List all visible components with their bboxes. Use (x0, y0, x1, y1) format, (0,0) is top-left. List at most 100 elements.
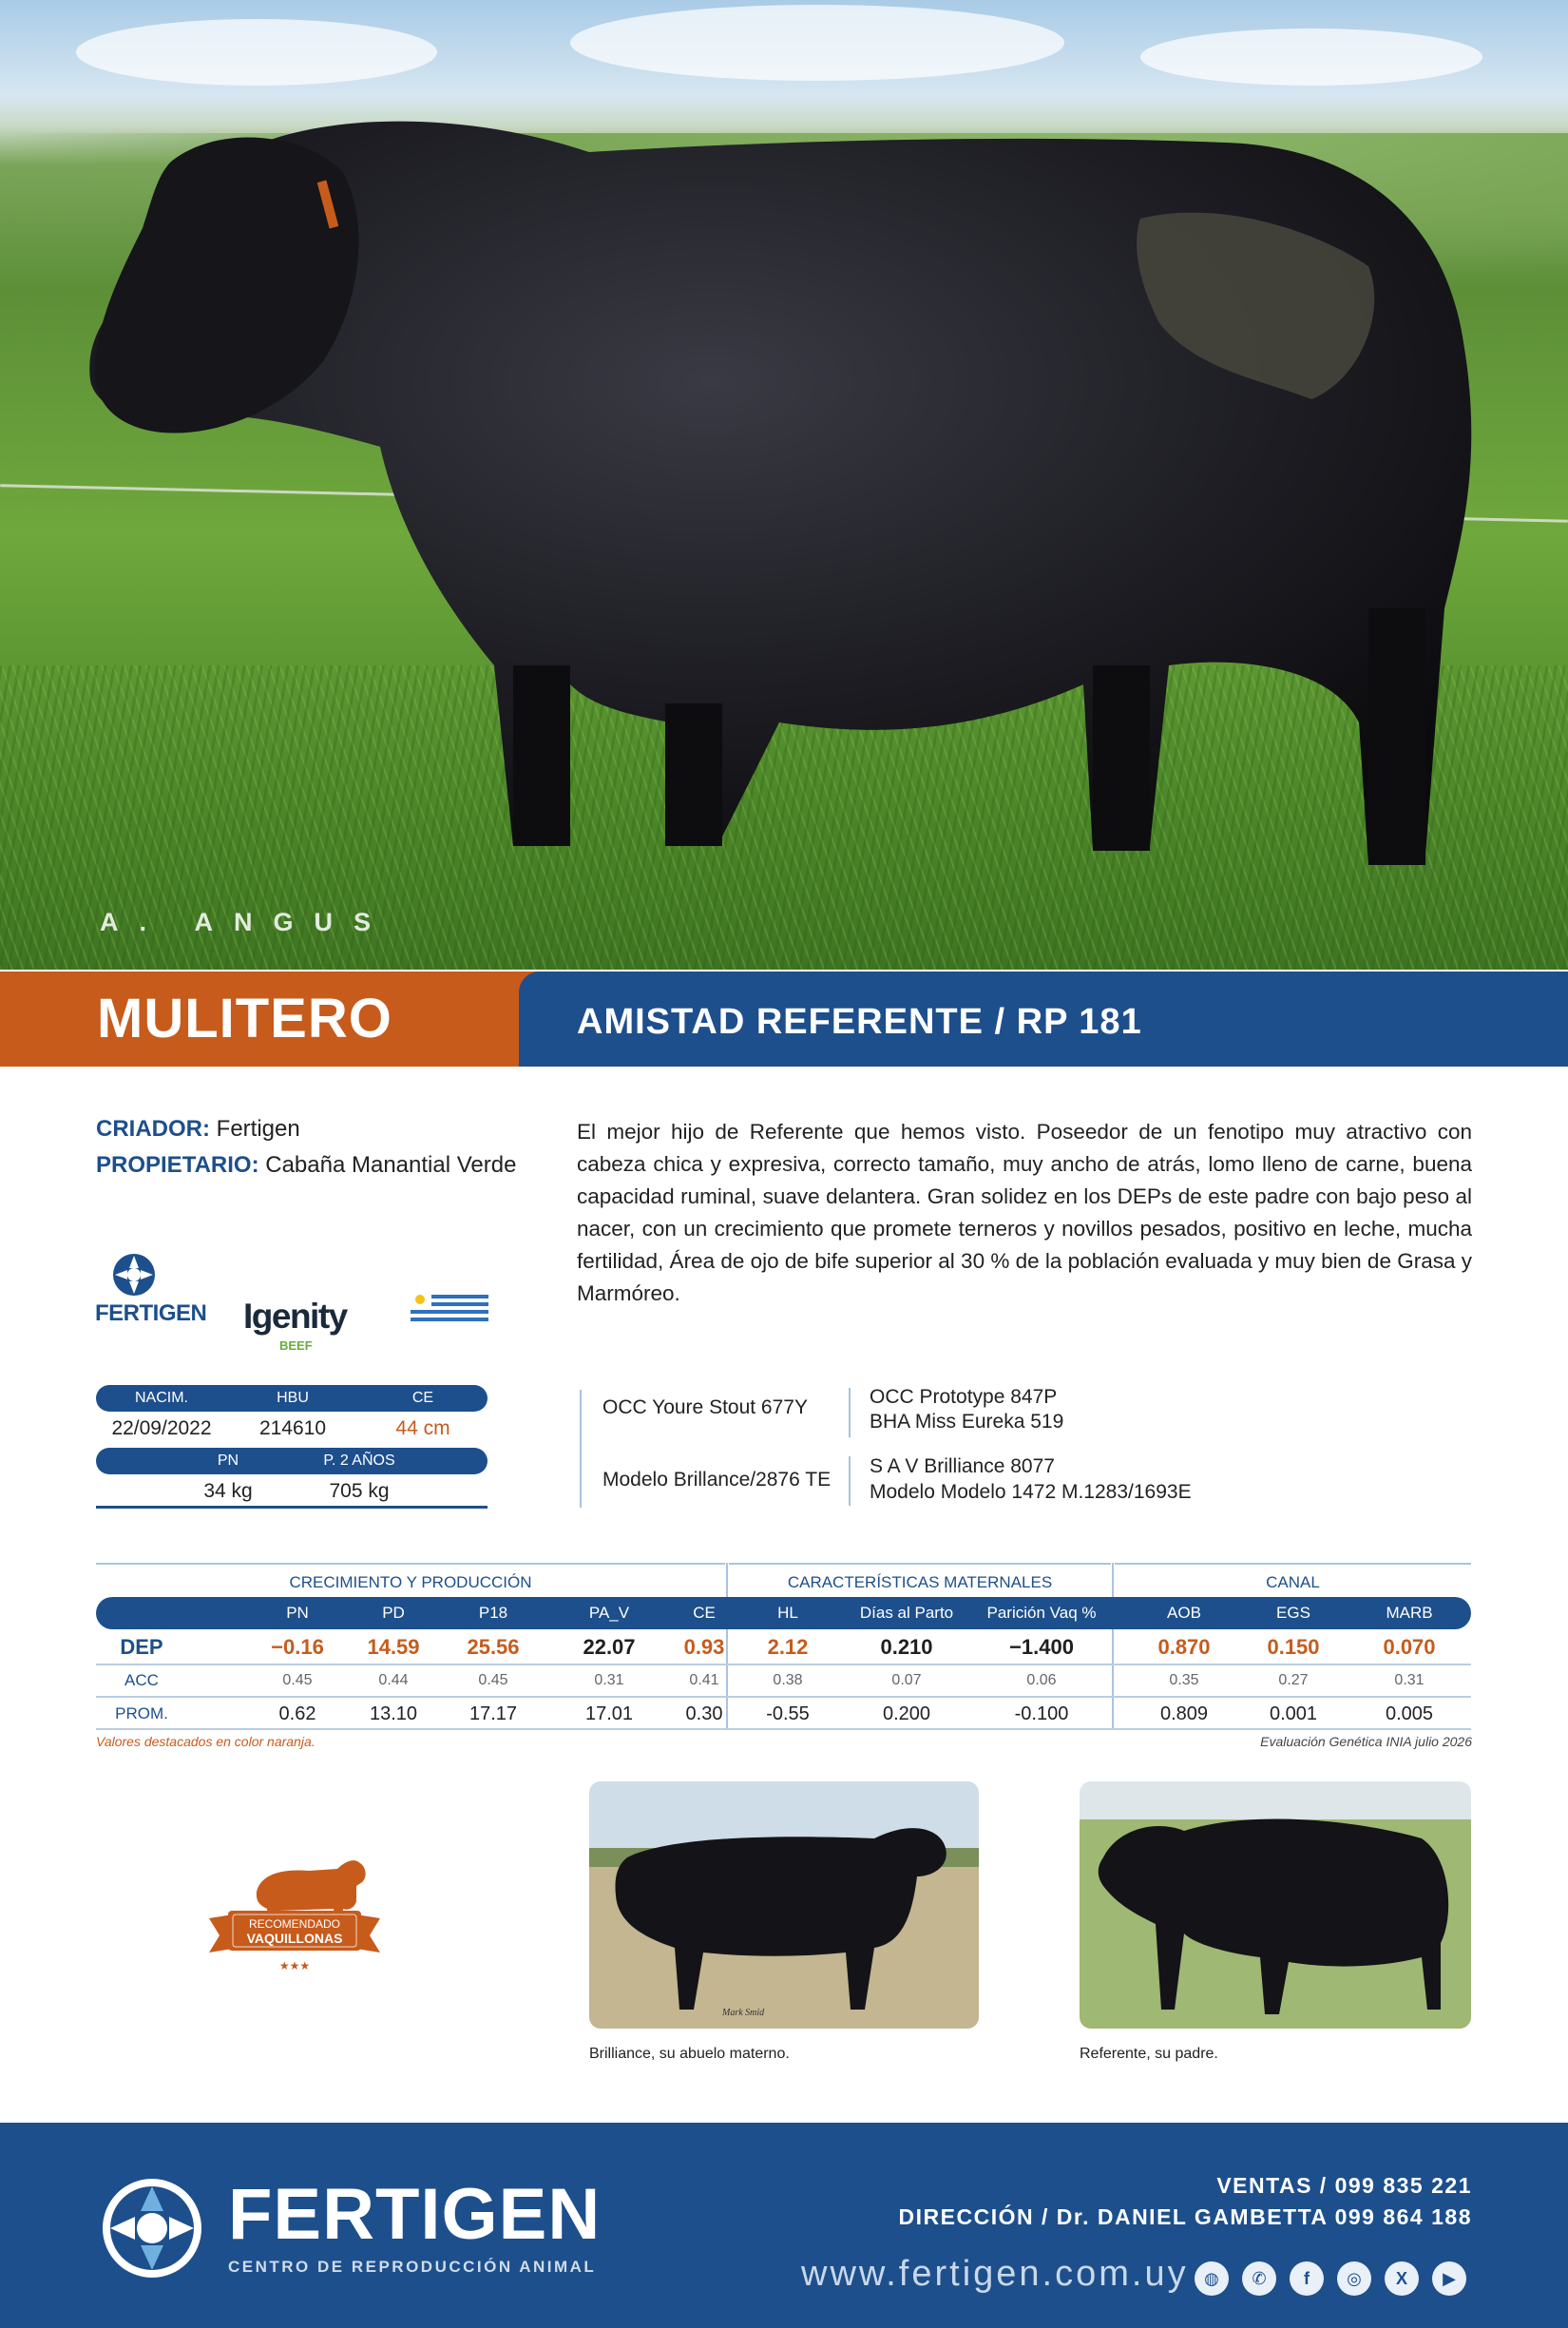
birth-data-header: NACIM. HBU CE (96, 1385, 488, 1412)
owner-value: Cabaña Manantial Verde (265, 1152, 517, 1178)
globe-icon[interactable]: ◍ (1195, 2261, 1229, 2296)
caption-brilliance: Brilliance, su abuelo materno. (589, 2046, 790, 2062)
epd-cell: −1.400 (1009, 1635, 1074, 1659)
igenity-logo-sub: BEEF (279, 1338, 313, 1353)
footer: FERTIGEN CENTRO DE REPRODUCCIÓN ANIMAL V… (0, 2123, 1568, 2328)
col-dias-parto: Días al Parto (859, 1604, 954, 1622)
epd-cell: 0.62 (278, 1703, 316, 1724)
direction-contact: DIRECCIÓN / Dr. DANIEL GAMBETTA 099 864 … (898, 2204, 1472, 2229)
weight-data-row: 34 kg 705 kg (96, 1476, 488, 1507)
group-line-carcass (1115, 1563, 1471, 1565)
header-pn: PN (217, 1453, 239, 1469)
x-icon[interactable]: X (1385, 2261, 1419, 2296)
value-p2: 705 kg (329, 1480, 390, 1502)
fertigen-wheel-icon (113, 1254, 155, 1296)
epd-cell: 17.17 (468, 1703, 518, 1724)
fertigen-logo: FERTIGEN (95, 1253, 207, 1331)
photo-brilliance: Mark Smid (589, 1781, 979, 2029)
epd-cell: 2.12 (767, 1635, 809, 1659)
col-pd: PD (382, 1604, 405, 1622)
footer-tagline: CENTRO DE REPRODUCCIÓN ANIMAL (228, 2258, 597, 2276)
highlight-note: Valores destacados en color naranja. (96, 1734, 316, 1749)
epd-cell: 0.200 (882, 1703, 931, 1724)
sales-contact: VENTAS / 099 835 221 (1216, 2173, 1472, 2198)
epd-cell: 0.070 (1383, 1635, 1436, 1659)
epd-cell: 0.27 (1278, 1672, 1309, 1688)
col-marb: MARB (1386, 1604, 1433, 1622)
col-aob: AOB (1167, 1604, 1201, 1622)
epd-cell: −0.16 (271, 1635, 324, 1659)
youtube-icon[interactable]: ▶ (1432, 2261, 1466, 2296)
epd-cell: 0.31 (594, 1672, 624, 1688)
mini-table-underline (96, 1506, 488, 1509)
epd-cell: 0.809 (1159, 1703, 1209, 1724)
pedigree-sire-sire: OCC Prototype 847P (870, 1386, 1058, 1408)
bull-illustration (89, 121, 1472, 866)
hero-photo: A. ANGUS (0, 0, 1568, 970)
epd-cell: 17.01 (584, 1703, 634, 1724)
pedigree-bar-left (580, 1390, 582, 1508)
badge-line2: VAQUILLONAS (247, 1931, 343, 1946)
epd-cell: 0.06 (1026, 1672, 1057, 1688)
igenity-logo: Igenity BEEF (243, 1297, 348, 1353)
value-hbu: 214610 (258, 1417, 327, 1439)
row-divider (96, 1728, 1471, 1730)
recommended-heifers-badge: RECOMENDADO VAQUILLONAS ★★★ (209, 1860, 380, 1972)
epd-cell: 25.56 (467, 1635, 520, 1659)
epd-row-label: ACC (124, 1671, 159, 1689)
epd-cell: 14.59 (367, 1635, 420, 1659)
epd-cell: 0.005 (1385, 1703, 1434, 1724)
group-growth: CRECIMIENTO Y PRODUCCIÓN (289, 1573, 532, 1591)
caption-referente: Referente, su padre. (1080, 2046, 1218, 2062)
epd-column-header: PN PD P18 PA_V CE HL Días al Parto Paric… (96, 1597, 1471, 1629)
header-hbu: HBU (277, 1390, 309, 1406)
epd-cell: -0.100 (1014, 1703, 1069, 1724)
value-pn: 34 kg (203, 1480, 253, 1502)
col-egs: EGS (1276, 1604, 1310, 1622)
col-paricion: Parición Vaq % (986, 1604, 1097, 1622)
footer-brand: FERTIGEN (228, 2174, 602, 2255)
badge-stars: ★★★ (279, 1959, 310, 1972)
weight-data-header: PN P. 2 AÑOS (96, 1448, 488, 1474)
fertigen-wheel-icon (103, 2179, 201, 2278)
group-divider (1112, 1563, 1114, 1728)
breed-label: A. ANGUS (100, 908, 392, 936)
facebook-icon[interactable]: f (1290, 2261, 1324, 2296)
fertigen-logo-text: FERTIGEN (95, 1300, 207, 1326)
description: El mejor hijo de Referente que hemos vis… (577, 1120, 1472, 1305)
photo-signature: Mark Smid (721, 2008, 765, 2018)
photo-brilliance-image: Mark Smid (589, 1781, 979, 2029)
epd-cell: 0.210 (880, 1635, 933, 1659)
group-line-maternal (729, 1563, 1111, 1565)
photo-referente (1080, 1781, 1471, 2029)
col-pn: PN (286, 1604, 309, 1622)
epd-cell: 0.150 (1267, 1635, 1320, 1659)
pedigree-dam: Modelo Brillance/2876 TE (602, 1469, 832, 1491)
epd-row-label: DEP (120, 1635, 163, 1659)
epd-cell: 22.07 (583, 1635, 636, 1659)
badge-line1: RECOMENDADO (249, 1917, 340, 1931)
epd-cell: 0.870 (1157, 1635, 1211, 1659)
breeder-label: CRIADOR: (96, 1116, 210, 1142)
epd-cell: 0.38 (773, 1672, 803, 1688)
pedigree-dam-dam: Modelo Modelo 1472 M.1283/1693E (870, 1481, 1192, 1503)
uruguay-flag-icon (411, 1291, 488, 1327)
whatsapp-icon[interactable]: ✆ (1242, 2261, 1276, 2296)
breeder-line: CRIADOR: Fertigen (96, 1116, 300, 1143)
col-ce: CE (693, 1604, 716, 1622)
epd-cell: 0.45 (282, 1672, 313, 1688)
instagram-icon[interactable]: ◎ (1337, 2261, 1371, 2296)
birth-data-row: 22/09/2022 214610 44 cm (96, 1414, 488, 1444)
pedigree-bar-sire (849, 1388, 851, 1437)
bull-pedigree: AMISTAD REFERENTE / RP 181 (577, 1002, 1142, 1042)
pedigree-bar-dam (849, 1456, 851, 1506)
breeder-value: Fertigen (216, 1116, 300, 1142)
col-p18: P18 (478, 1604, 508, 1622)
col-hl: HL (777, 1604, 798, 1622)
epd-cell: 0.41 (689, 1672, 719, 1688)
group-maternal: CARACTERÍSTICAS MATERNALES (787, 1573, 1053, 1591)
website-link[interactable]: www.fertigen.com.uy (801, 2254, 1189, 2294)
pedigree-dam-sire: S A V Brilliance 8077 (870, 1455, 1055, 1477)
col-pa-v: PA_V (588, 1604, 630, 1622)
group-line-growth (96, 1563, 725, 1565)
